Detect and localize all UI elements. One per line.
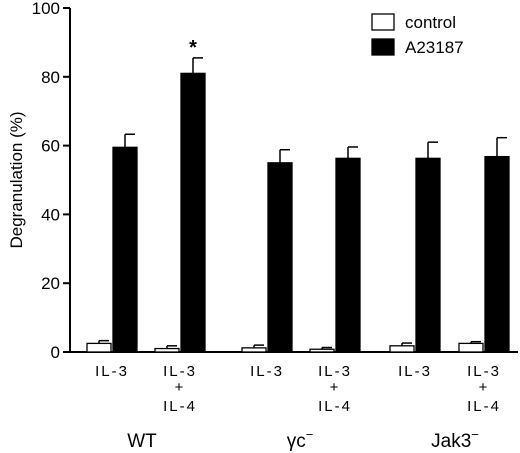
group-labels: WT γc− Jak3− bbox=[127, 427, 479, 452]
bar-a23187-2 bbox=[267, 162, 293, 353]
y-tick-label: 20 bbox=[41, 274, 60, 293]
category-label: IL-3 bbox=[250, 363, 284, 380]
category-label: IL-3 bbox=[163, 363, 197, 380]
error-bar-a23187-2 bbox=[279, 148, 290, 163]
y-tick-label: 100 bbox=[32, 0, 60, 18]
error-bar-a23187-5 bbox=[496, 136, 507, 157]
axes bbox=[69, 8, 518, 353]
error-bar-control-2 bbox=[253, 344, 264, 348]
category-label: IL-3 bbox=[398, 363, 432, 380]
bar-control-2 bbox=[241, 347, 267, 353]
error-bar-a23187-4 bbox=[427, 141, 438, 159]
significance-asterisk: * bbox=[189, 37, 197, 59]
category-label: IL-3 bbox=[467, 363, 501, 380]
category-label-plus: + bbox=[330, 379, 341, 396]
y-tick-label: 0 bbox=[51, 343, 60, 362]
legend-label-control: control bbox=[405, 13, 456, 32]
error-bar-a23187-0 bbox=[124, 133, 135, 148]
bar-a23187-3 bbox=[335, 157, 361, 353]
error-bar-a23187-1 bbox=[192, 57, 203, 74]
error-bar-control-1 bbox=[166, 345, 177, 349]
legend: control A23187 bbox=[371, 13, 464, 57]
error-bar-a23187-3 bbox=[347, 146, 358, 159]
category-label-line3: IL-4 bbox=[318, 398, 352, 415]
bar-control-4 bbox=[389, 345, 415, 353]
bar-control-1 bbox=[154, 347, 180, 353]
bar-a23187-0 bbox=[112, 146, 138, 353]
error-bar-control-0 bbox=[98, 339, 109, 344]
bar-control-5 bbox=[458, 342, 484, 353]
y-tick-label: 40 bbox=[41, 205, 60, 224]
category-label-line3: IL-4 bbox=[467, 398, 501, 415]
bar-a23187-5 bbox=[484, 155, 510, 353]
legend-label-a23187: A23187 bbox=[405, 38, 464, 57]
category-label-line3: IL-4 bbox=[163, 398, 197, 415]
group-label-1: γc− bbox=[287, 427, 314, 452]
error-bar-control-3 bbox=[321, 346, 332, 350]
y-axis-label: Degranulation (%) bbox=[7, 111, 26, 248]
legend-swatch-a23187 bbox=[371, 38, 395, 56]
y-tick-label: 60 bbox=[41, 137, 60, 156]
category-label: IL-3 bbox=[95, 363, 129, 380]
category-label: IL-3 bbox=[318, 363, 352, 380]
bar-a23187-4 bbox=[415, 157, 441, 353]
y-ticks: 0 20 40 60 80 100 bbox=[32, 0, 70, 362]
legend-swatch-control bbox=[371, 13, 395, 31]
group-label-0: WT bbox=[127, 431, 157, 452]
bar-a23187-1 bbox=[180, 72, 206, 353]
group-label-2: Jak3− bbox=[431, 427, 479, 452]
error-bar-control-4 bbox=[401, 342, 412, 346]
bars: * bbox=[86, 37, 510, 353]
category-label-plus: + bbox=[175, 379, 186, 396]
category-labels: IL-3 IL-3+IL-4IL-3 IL-3+IL-4IL-3 IL-3+IL-4 bbox=[95, 363, 501, 415]
bar-control-0 bbox=[86, 342, 112, 353]
category-label-plus: + bbox=[479, 379, 490, 396]
error-bar-control-5 bbox=[470, 340, 481, 344]
bar-control-3 bbox=[309, 348, 335, 353]
y-tick-label: 80 bbox=[41, 68, 60, 87]
